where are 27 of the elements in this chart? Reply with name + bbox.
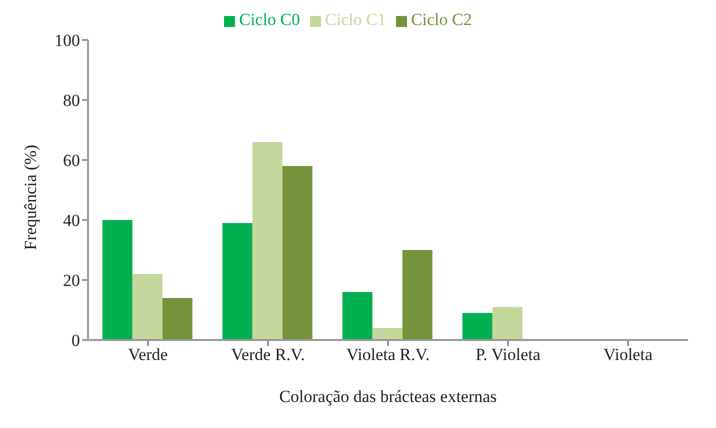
legend-label: Ciclo C0 bbox=[239, 10, 300, 29]
bar bbox=[372, 328, 402, 340]
bar bbox=[102, 220, 132, 340]
bar bbox=[162, 298, 192, 340]
y-tick-label: 40 bbox=[63, 211, 80, 230]
legend-label: Ciclo C2 bbox=[410, 10, 472, 29]
x-axis-title: Coloração das brácteas externas bbox=[279, 387, 497, 406]
x-tick-label: Violeta bbox=[603, 345, 653, 364]
x-tick-label: Verde R.V. bbox=[231, 345, 305, 364]
y-tick-label: 20 bbox=[63, 271, 80, 290]
bar bbox=[282, 166, 312, 340]
bar bbox=[402, 250, 432, 340]
bar bbox=[342, 292, 372, 340]
legend-label: Ciclo C1 bbox=[325, 10, 386, 29]
y-tick-label: 60 bbox=[63, 151, 80, 170]
y-tick-label: 80 bbox=[63, 91, 80, 110]
bar bbox=[462, 313, 492, 340]
x-tick-label: Violeta R.V. bbox=[346, 345, 430, 364]
bar bbox=[252, 142, 282, 340]
bar bbox=[222, 223, 252, 340]
y-tick-label: 100 bbox=[54, 31, 80, 50]
bar bbox=[132, 274, 162, 340]
x-tick-label: P. Violeta bbox=[476, 345, 541, 364]
bar bbox=[492, 307, 522, 340]
y-axis-title: Frequência (%) bbox=[21, 144, 40, 250]
y-tick-label: 0 bbox=[72, 331, 80, 350]
x-tick-label: Verde bbox=[128, 345, 168, 364]
